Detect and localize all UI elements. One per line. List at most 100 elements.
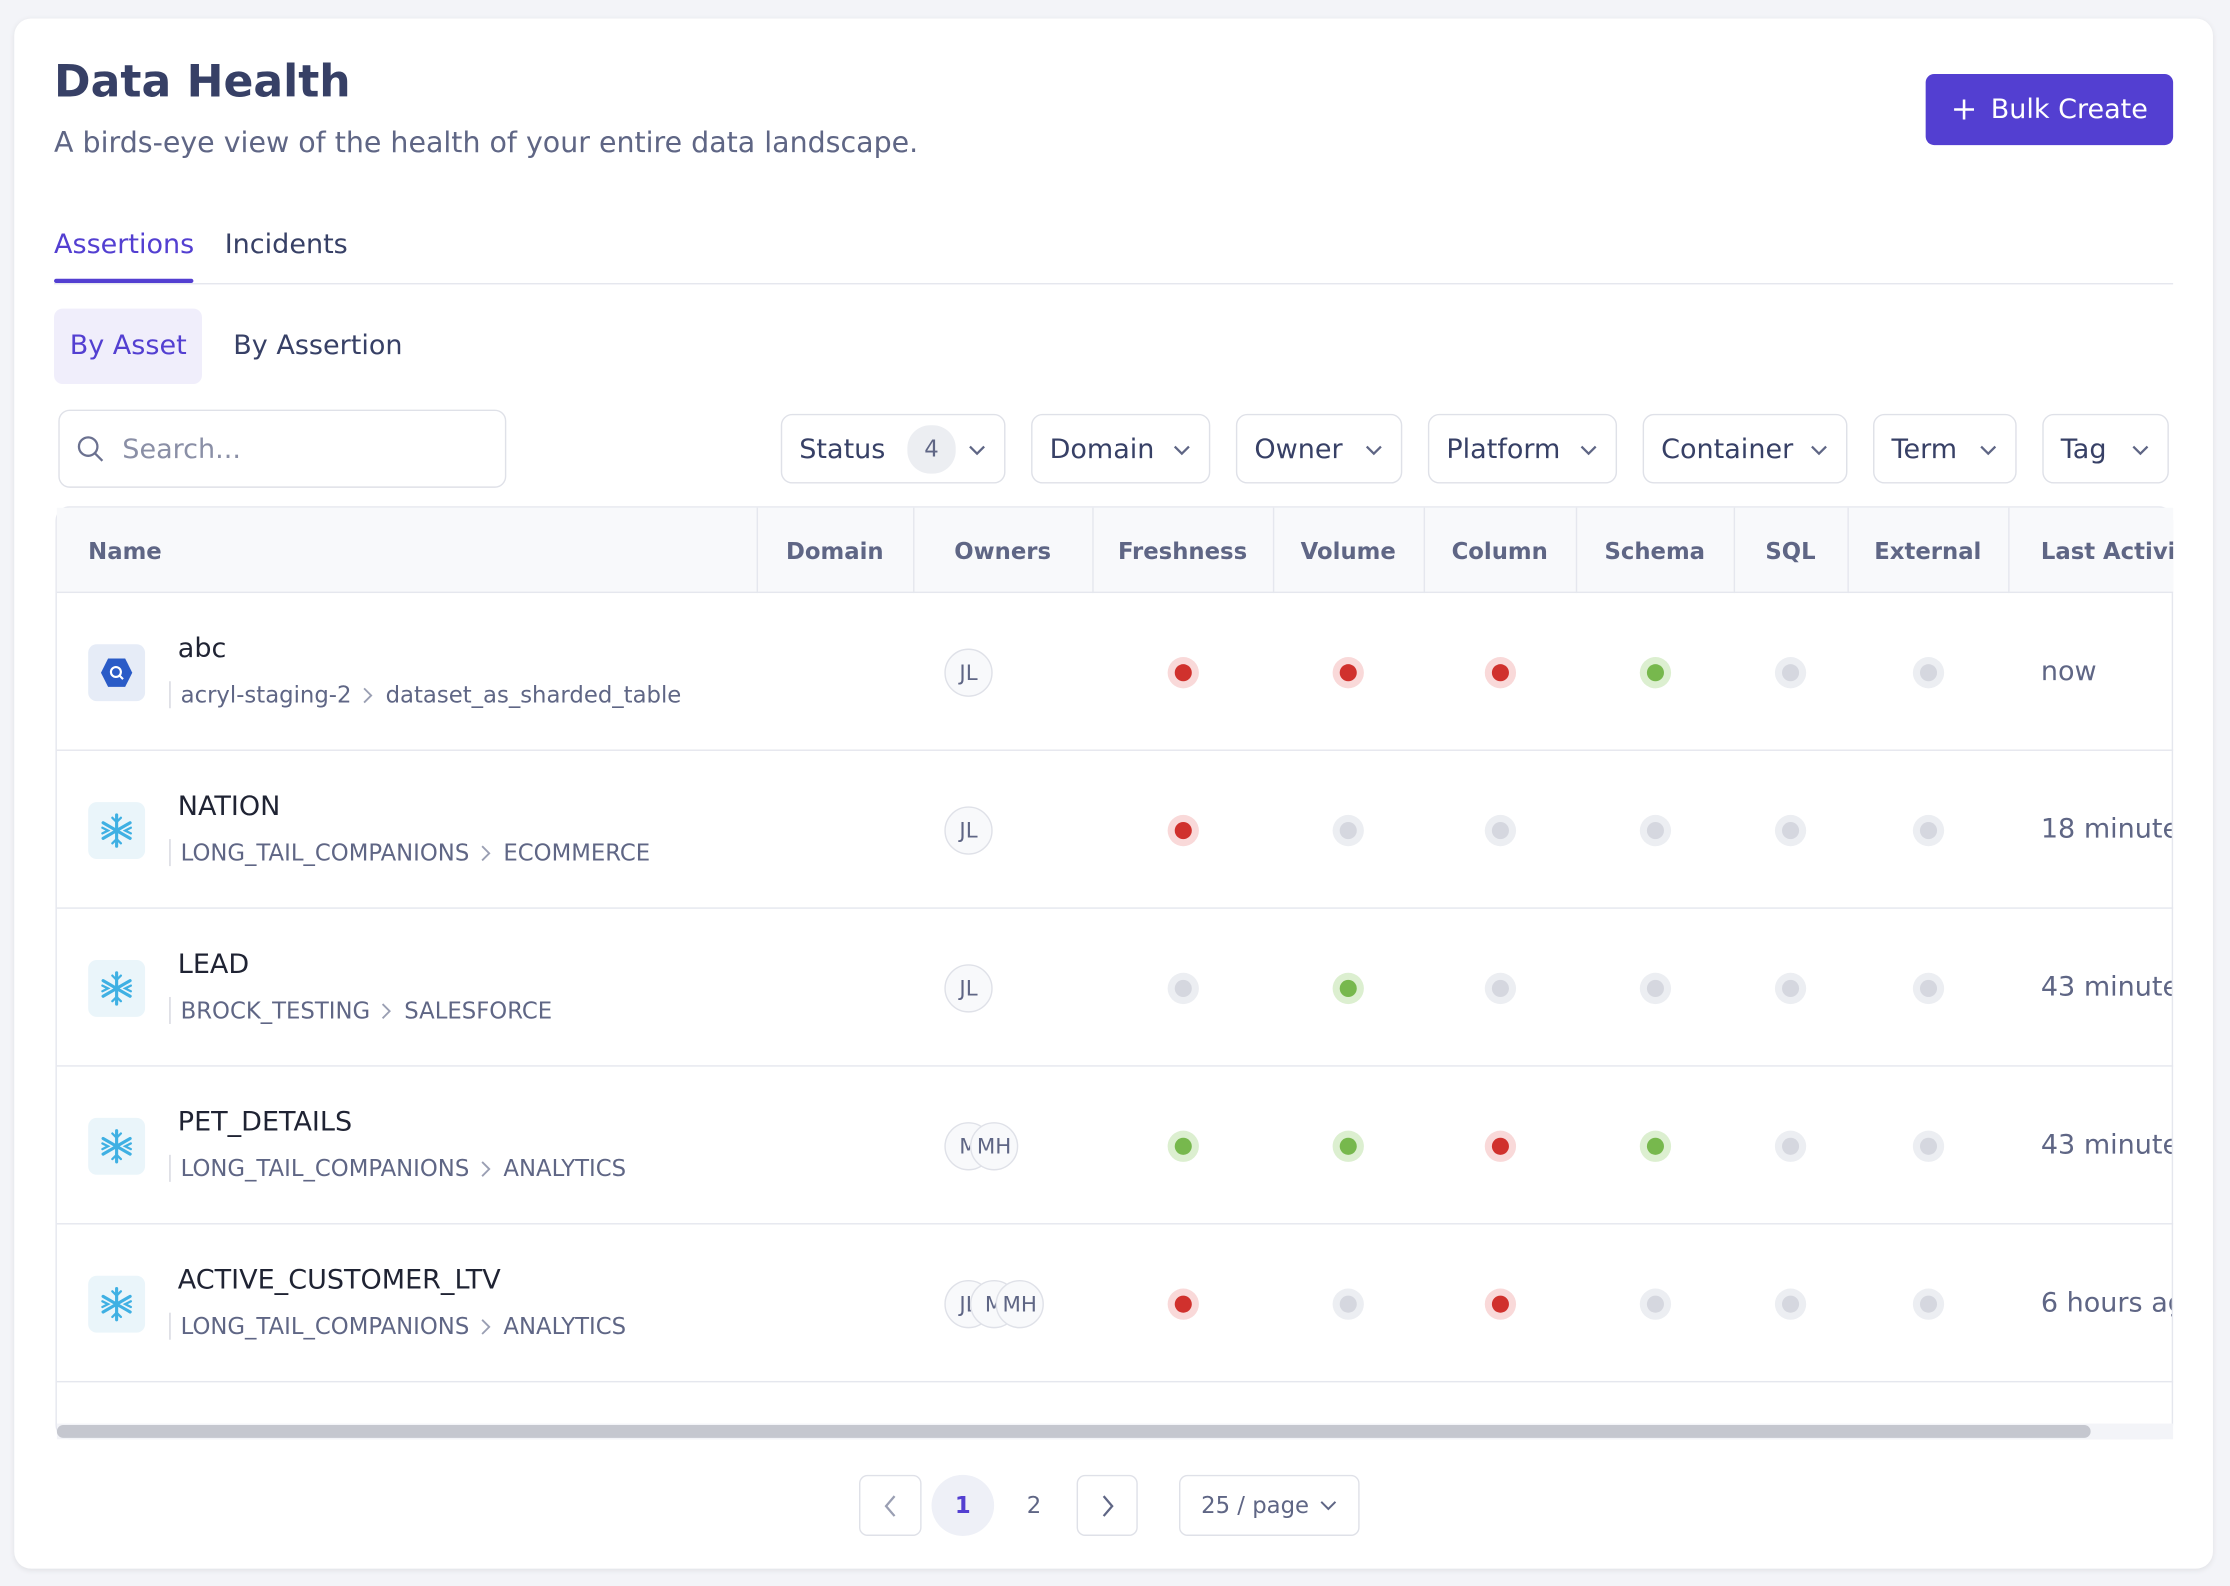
status-dot[interactable] (1639, 657, 1671, 689)
status-dot[interactable] (1332, 657, 1364, 689)
status-dot[interactable] (1332, 972, 1364, 1005)
status-dot-inner (1491, 664, 1509, 682)
filter-dropdown[interactable]: Owner (1235, 413, 1403, 484)
owner-avatar: MH (969, 1122, 1019, 1171)
status-dot[interactable] (1774, 814, 1807, 847)
status-dot[interactable] (1484, 814, 1516, 847)
platform-icon (88, 1275, 146, 1333)
search-box[interactable]: Search... (58, 409, 507, 488)
status-dot[interactable] (1332, 1130, 1364, 1162)
icon (1102, 1494, 1113, 1517)
icon (1980, 445, 1997, 455)
last-activity: 18 minute (2040, 813, 2172, 845)
subtab[interactable]: By Asset (69, 329, 187, 362)
status-dot[interactable] (1332, 1288, 1364, 1320)
column-header: Column (1451, 536, 1548, 564)
icon (101, 1129, 132, 1164)
status-dot-inner (1782, 664, 1800, 682)
asset-name: LEAD (177, 948, 250, 980)
filter-dropdown[interactable]: Term (1873, 413, 2017, 484)
platform-icon (88, 644, 146, 702)
bulk-create-button[interactable]: Bulk Create (1925, 73, 2174, 146)
subtab[interactable]: By Assertion (233, 329, 403, 362)
table-header (56, 507, 2174, 594)
icon (481, 1160, 491, 1177)
filter-label: Term (1891, 433, 1958, 465)
asset-name: abc (177, 632, 227, 665)
column-header: Domain (786, 536, 884, 564)
status-dot[interactable] (1484, 1288, 1516, 1320)
icon (382, 1002, 392, 1019)
page-number[interactable]: 2 (1026, 1491, 1042, 1519)
status-dot[interactable] (1166, 1288, 1199, 1320)
status-dot-inner (1919, 979, 1937, 997)
status-dot[interactable] (1774, 1130, 1807, 1162)
icon (1580, 445, 1597, 455)
filter-label: Container (1661, 433, 1794, 465)
status-dot[interactable] (1166, 1130, 1199, 1162)
asset-name: ACTIVE_CUSTOMER_LTV (177, 1264, 501, 1296)
table (55, 506, 2174, 1440)
filter-dropdown[interactable]: Container (1642, 413, 1848, 484)
status-dot-inner (1174, 1295, 1192, 1313)
pagination-button[interactable] (859, 1474, 922, 1536)
status-dot[interactable] (1774, 972, 1807, 1005)
status-dot[interactable] (1639, 972, 1671, 1005)
column-header: Name (88, 536, 162, 564)
path-segment: ANALYTICS (503, 1154, 627, 1182)
column-separator (756, 507, 759, 594)
status-dot-inner (1782, 822, 1800, 840)
filter-count: 4 (907, 424, 956, 473)
status-dot[interactable] (1484, 972, 1516, 1005)
asset-path: LONG_TAIL_COMPANIONS ANALYTICS (169, 1312, 626, 1340)
status-dot-inner (1339, 664, 1357, 682)
pagination-button[interactable]: 25 / page (1179, 1474, 1360, 1536)
column-separator (1575, 507, 1578, 594)
status-dot[interactable] (1912, 1288, 1944, 1320)
path-segment: acryl-staging-2 (169, 681, 351, 709)
status-dot[interactable] (1774, 1288, 1807, 1320)
filter-dropdown[interactable]: Tag (2042, 413, 2169, 484)
status-dot-inner (1646, 1137, 1664, 1155)
asset-path: LONG_TAIL_COMPANIONS ANALYTICS (169, 1154, 627, 1182)
status-dot[interactable] (1639, 814, 1671, 847)
filter-dropdown[interactable]: Status 4 (780, 413, 1006, 484)
status-dot[interactable] (1912, 657, 1944, 689)
status-dot[interactable] (1912, 814, 1944, 847)
column-separator (1847, 507, 1849, 594)
status-dot[interactable] (1639, 1288, 1671, 1320)
status-dot[interactable] (1639, 1130, 1671, 1162)
platform-icon (88, 1117, 146, 1175)
asset-path: BROCK_TESTING SALESFORCE (169, 996, 552, 1024)
status-dot-inner (1919, 1295, 1937, 1313)
status-dot[interactable] (1166, 814, 1199, 847)
scrollbar-thumb[interactable] (56, 1425, 2091, 1438)
icon (481, 1318, 491, 1334)
column-header: SQL (1765, 536, 1816, 564)
icon (1173, 445, 1190, 455)
page-number[interactable]: 1 (931, 1474, 995, 1536)
platform-icon (88, 802, 146, 860)
tab[interactable]: Assertions (54, 228, 195, 261)
filter-dropdown[interactable]: Domain (1031, 413, 1211, 484)
status-dot[interactable] (1774, 657, 1807, 689)
status-dot-inner (1646, 979, 1664, 997)
status-dot[interactable] (1912, 972, 1944, 1005)
title: Data Health (54, 56, 351, 109)
status-dot-inner (1491, 1295, 1509, 1313)
status-dot-inner (1174, 1137, 1192, 1155)
last-activity: now (2040, 655, 2097, 687)
filter-dropdown[interactable]: Platform (1427, 413, 1618, 484)
status-dot[interactable] (1484, 1130, 1516, 1162)
status-dot[interactable] (1166, 972, 1199, 1005)
status-dot[interactable] (1912, 1130, 1944, 1162)
tab[interactable]: Incidents (224, 228, 348, 261)
icon (969, 445, 985, 455)
tab-underline (54, 278, 194, 284)
status-dot[interactable] (1332, 814, 1364, 847)
status-dot[interactable] (1166, 657, 1199, 689)
pagination-button[interactable] (1076, 1474, 1138, 1536)
status-dot[interactable] (1484, 657, 1516, 689)
page-size: 25 / page (1201, 1491, 1310, 1519)
